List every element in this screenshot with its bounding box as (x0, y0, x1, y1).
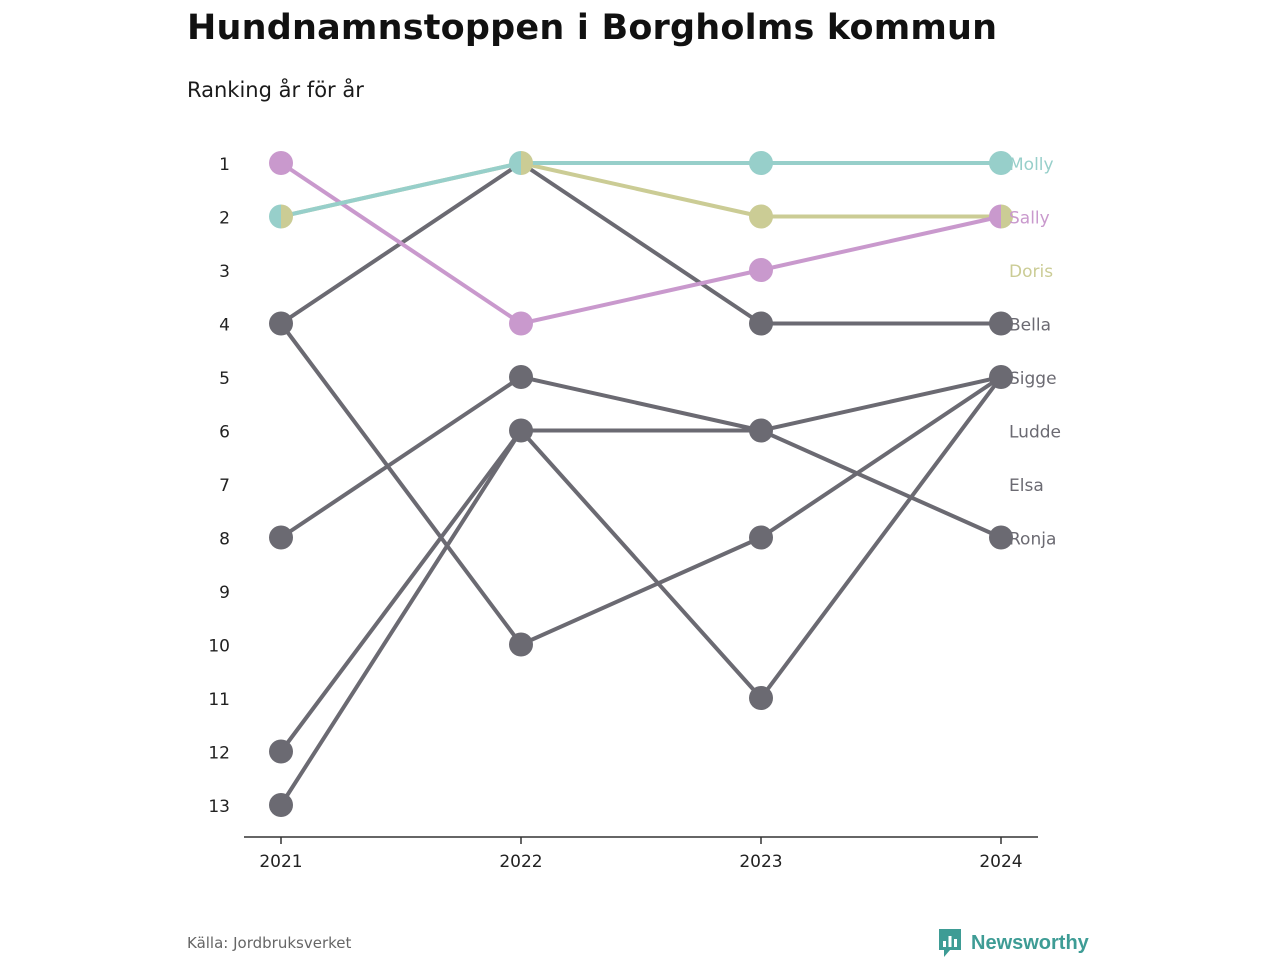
data-point (749, 151, 773, 175)
data-point (509, 365, 533, 389)
data-point (749, 686, 773, 710)
y-tick-label: 13 (208, 797, 230, 817)
y-tick-label: 3 (219, 262, 230, 282)
data-point-left-half (509, 151, 521, 175)
end-label-bella: Bella (1009, 316, 1051, 336)
data-point-right-half (1001, 204, 1014, 229)
data-point-right-half (521, 151, 533, 175)
y-tick-label: 12 (208, 744, 230, 764)
end-label-elsa: Elsa (1009, 476, 1044, 496)
data-point (749, 525, 773, 550)
series-line-elsa (279, 375, 1003, 807)
data-point (269, 739, 293, 764)
source-note: Källa: Jordbruksverket (187, 934, 352, 952)
newsworthy-chart-bubble-icon (939, 929, 961, 957)
data-point-left-half (989, 204, 1001, 229)
brand-logo: Newsworthy (937, 928, 1089, 958)
y-tick-label: 5 (219, 369, 230, 389)
data-point (749, 311, 773, 336)
data-point (749, 418, 773, 443)
end-labels: Molly Sally Doris Bella Sigge Ludde Elsa Ronja (1009, 155, 1061, 550)
data-point (749, 258, 773, 282)
data-point (989, 151, 1013, 175)
data-point (269, 793, 293, 817)
series-line-ronja (279, 321, 1003, 647)
data-point (269, 525, 293, 550)
brand-name: Newsworthy (971, 931, 1089, 954)
end-label-sally: Sally (1009, 209, 1050, 229)
series-line-sigge (279, 375, 1003, 540)
series-line-ludde (279, 428, 1003, 754)
series-line-sally (279, 161, 1003, 326)
data-point (989, 525, 1013, 550)
end-label-doris: Doris (1009, 262, 1053, 282)
y-tick-label: 1 (219, 155, 230, 175)
end-label-sigge: Sigge (1009, 369, 1057, 389)
data-point-right-half (281, 204, 293, 229)
x-tick-label: 2023 (739, 852, 782, 872)
end-label-ludde: Ludde (1009, 423, 1061, 443)
y-tick-label: 4 (219, 316, 230, 336)
data-point (269, 311, 293, 336)
x-axis: 2021 2022 2023 2024 (244, 836, 1038, 872)
series-line-bella (279, 161, 1003, 326)
y-tick-label: 9 (219, 583, 230, 603)
end-label-molly: Molly (1009, 155, 1054, 175)
y-tick-label: 10 (208, 637, 230, 657)
series-lines (279, 161, 1003, 807)
data-point-left-half (269, 204, 281, 229)
x-tick-label: 2022 (499, 852, 542, 872)
series-line-molly (279, 161, 1003, 219)
y-tick-label: 11 (208, 690, 230, 710)
end-label-ronja: Ronja (1009, 530, 1056, 550)
y-tick-label: 2 (219, 209, 230, 229)
series-points (269, 151, 1014, 817)
series-line-doris (279, 161, 1003, 219)
data-point (509, 632, 533, 657)
data-point (509, 418, 533, 443)
data-point (269, 151, 293, 175)
data-point (989, 365, 1013, 389)
x-tick-label: 2021 (259, 852, 302, 872)
chart-title: Hundnamnstoppen i Borgholms kommun (187, 8, 998, 48)
data-point (509, 311, 533, 336)
x-tick-label: 2024 (979, 852, 1022, 872)
y-tick-label: 6 (219, 423, 230, 443)
y-tick-label: 8 (219, 530, 230, 550)
data-point (749, 204, 773, 229)
chart-subtitle: Ranking år för år (187, 78, 364, 102)
y-tick-label: 7 (219, 476, 230, 496)
data-point (989, 311, 1013, 336)
